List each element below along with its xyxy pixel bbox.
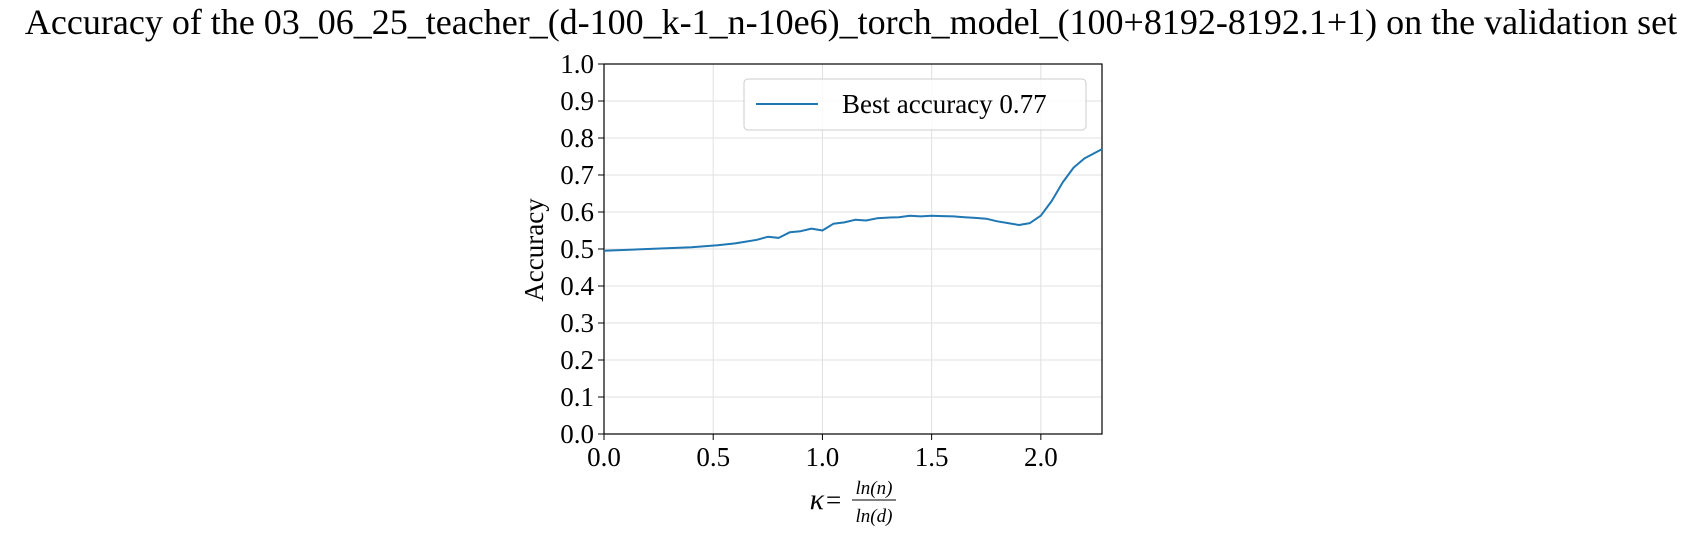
- y-tick-label: 0.0: [560, 419, 594, 449]
- y-tick-label: 0.5: [560, 234, 594, 264]
- y-tick-label: 1.0: [560, 49, 594, 79]
- x-tick-label: 1.5: [915, 442, 949, 472]
- y-tick-label: 0.6: [560, 197, 594, 227]
- y-axis-ticks: 0.0 0.1 0.2 0.3 0.4 0.5 0.6 0.7 0.8 0.9 1.0: [560, 49, 604, 449]
- y-tick-label: 0.4: [560, 271, 594, 301]
- x-tick-label: 0.0: [587, 442, 621, 472]
- y-tick-label: 0.2: [560, 345, 594, 375]
- legend-entry-label: Best accuracy 0.77: [842, 89, 1047, 119]
- x-axis-ticks: 0.0 0.5 1.0 1.5 2.0: [587, 434, 1058, 472]
- x-axis-label-symbol: κ: [810, 483, 825, 516]
- y-tick-label: 0.9: [560, 86, 594, 116]
- legend: Best accuracy 0.77: [743, 78, 1087, 131]
- chart-title: Accuracy of the 03_06_25_teacher_(d-100_…: [25, 2, 1677, 42]
- series-line: [603, 148, 1103, 252]
- x-tick-label: 0.5: [696, 442, 730, 472]
- y-tick-label: 0.7: [560, 160, 594, 190]
- x-tick-label: 2.0: [1024, 442, 1058, 472]
- x-axis-label-denominator: ln(d): [856, 506, 893, 527]
- x-axis-label-equals: =: [826, 485, 841, 515]
- x-tick-label: 1.0: [806, 442, 840, 472]
- y-axis-label: Accuracy: [519, 198, 549, 302]
- y-tick-label: 0.8: [560, 123, 594, 153]
- x-axis-label: κ = ln(n) ln(d): [810, 478, 896, 527]
- series-lines: [603, 148, 1103, 252]
- y-tick-label: 0.1: [560, 382, 594, 412]
- y-tick-label: 0.3: [560, 308, 594, 338]
- x-axis-label-numerator: ln(n): [856, 478, 893, 499]
- legend-box: [743, 78, 1087, 131]
